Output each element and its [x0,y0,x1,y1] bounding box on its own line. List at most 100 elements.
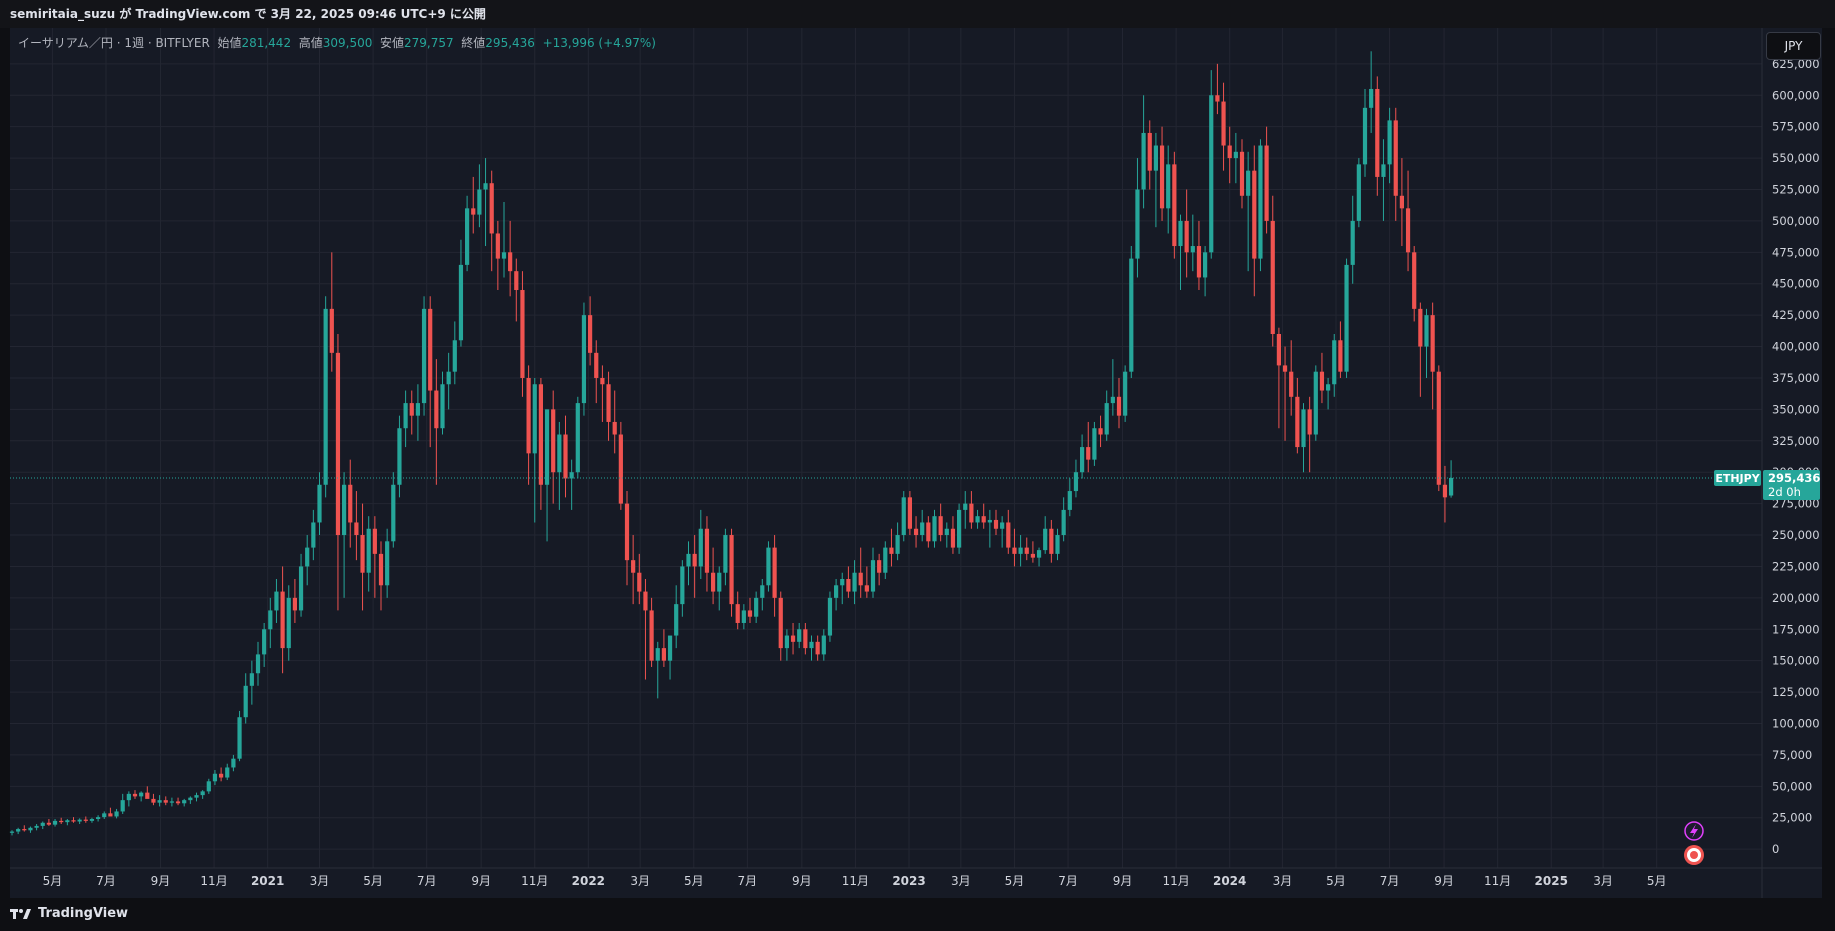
candle [797,622,802,649]
candle [618,421,623,510]
candle [231,754,236,772]
candle [790,622,796,655]
y-tick-label: 375,000 [1772,371,1820,385]
candle [1024,537,1029,561]
candle [1073,459,1079,498]
candle-body [569,472,574,479]
candle-body [797,629,802,642]
candle [206,778,211,794]
y-tick-label: 250,000 [1772,528,1820,542]
candle [1264,126,1269,234]
candle-body [760,585,765,598]
candle [1166,145,1171,234]
candle [711,547,716,605]
candle-body [1252,170,1257,259]
x-tick-label: 9月 [151,874,171,888]
candle [317,472,322,536]
candle [1332,333,1337,397]
candle [858,547,863,598]
candle [1110,359,1115,416]
candle-body [1067,491,1072,510]
candle-body [305,547,310,567]
candle [335,333,341,611]
candle [132,790,138,799]
x-tick-label: 5月 [1647,874,1667,888]
candle-body [1381,164,1386,177]
candle [1430,302,1435,410]
candle-body [877,560,882,573]
candle-body [575,403,580,473]
candle-body [643,591,648,611]
candle [1326,377,1331,410]
candle [717,566,722,611]
candle [1307,396,1312,473]
candles-layer [9,51,1454,836]
candle [71,817,76,823]
candle-body [1239,151,1245,196]
x-tick-label: 7月 [1380,874,1400,888]
record-icon[interactable] [1684,845,1704,865]
candle-body [483,183,488,190]
candle [391,472,396,548]
candle [114,808,119,819]
candle [1375,76,1380,196]
symbol-legend[interactable]: イーサリアム／円 · 1週 · BITFLYER 始値281,442 高値309… [18,34,656,51]
candle [59,817,64,825]
candle [89,817,95,823]
candle [1018,535,1023,567]
candle [1209,70,1214,259]
candle [588,296,593,366]
candle-body [1246,170,1251,196]
candle-body [846,579,851,592]
candle [981,503,986,529]
candle [1350,195,1355,284]
low-value: 279,757 [404,36,454,50]
footer [0,898,1835,931]
candle [446,352,451,410]
lightning-icon[interactable] [1684,821,1704,841]
candle-body [514,271,519,291]
candle-body [600,377,605,385]
candle-body [870,560,876,592]
candle-body [1307,409,1312,435]
candle-body [778,597,783,649]
candle-body [889,547,894,554]
candle-body [803,629,808,649]
candle [809,635,814,661]
candle-body [385,541,390,586]
candle [532,377,537,523]
candle-body [907,497,912,529]
candle [963,491,968,529]
symbol-price-tag[interactable]: ETHJPY [1714,469,1761,486]
y-tick-label: 325,000 [1772,434,1820,448]
x-tick-label: 5月 [43,874,63,888]
candle-body [815,641,820,655]
candle [1012,528,1017,567]
candle-body [667,635,673,661]
candle [993,509,999,536]
candle-body [1270,220,1275,334]
candle [126,791,131,807]
candle-body [169,801,174,803]
candle-body [262,629,267,655]
candle [1381,139,1386,221]
y-tick-label: 450,000 [1772,277,1820,291]
y-tick-label: 25,000 [1772,811,1812,825]
candle-body [1178,220,1183,247]
candle-body [1135,189,1140,259]
candle [249,660,254,705]
candle [575,396,580,479]
chart-area[interactable] [10,28,1822,898]
candle [557,421,562,510]
candle [1442,465,1448,523]
candle-body [1123,371,1128,416]
candle [1369,51,1374,133]
tradingview-brand[interactable]: TradingView [10,906,128,921]
candle-body [22,829,27,831]
candle-body [987,519,992,523]
candle [1123,365,1128,422]
candle [698,509,703,580]
currency-button[interactable]: JPY [1766,32,1821,60]
candle-body [852,572,857,592]
